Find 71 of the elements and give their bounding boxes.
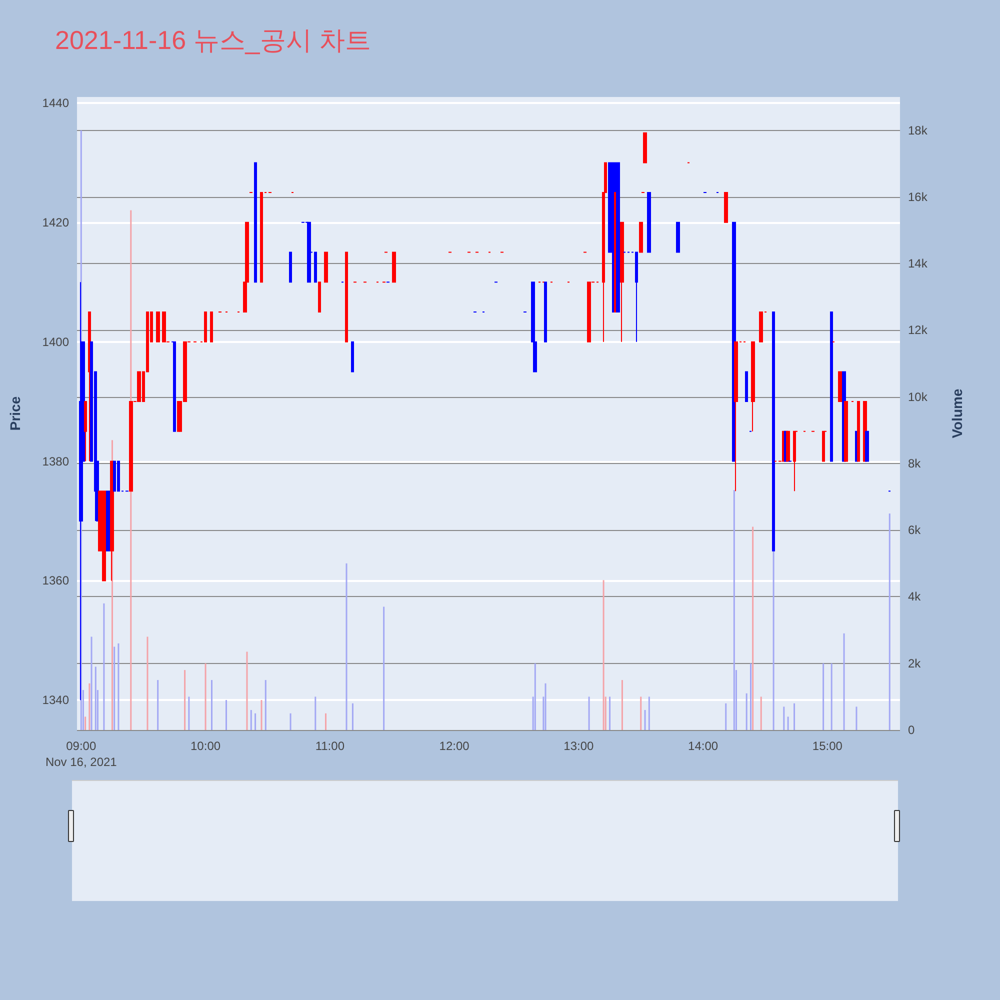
candlestick	[88, 311, 91, 462]
y-tick-label: 1440	[42, 96, 70, 110]
x-tick-label: 12:00	[439, 739, 470, 753]
candlestick	[751, 341, 755, 432]
candlestick	[204, 311, 207, 342]
candlestick	[544, 282, 547, 342]
x-tick-label: 11:00	[315, 739, 345, 753]
y2-tick-label: 18k	[908, 123, 928, 138]
x-tick-label: 15:00	[812, 739, 843, 753]
candlestick	[620, 222, 624, 342]
y2-tick-label: 4k	[908, 590, 922, 604]
y2-axis-title: Volume	[949, 388, 965, 438]
candlestick	[117, 460, 120, 492]
x-tick-label: 10:00	[190, 739, 221, 753]
candlestick	[676, 222, 680, 253]
candlestick	[745, 371, 748, 402]
candlestick	[162, 311, 166, 342]
candlestick	[210, 311, 213, 342]
candlestick	[786, 430, 790, 462]
y-axis-title: Price	[7, 396, 23, 431]
candlestick	[289, 252, 292, 283]
y-tick-label: 1360	[42, 574, 70, 588]
y2-tick-label: 0	[908, 723, 915, 737]
candlestick	[254, 162, 257, 283]
candlestick	[724, 192, 728, 223]
candlestick	[865, 430, 869, 462]
candlestick	[173, 341, 176, 432]
candlestick	[635, 252, 638, 342]
candlestick	[351, 341, 354, 372]
y2-tick-label: 14k	[908, 256, 928, 271]
y-tick-label: 1400	[42, 334, 70, 349]
candlestick	[844, 401, 848, 462]
y-tick-label: 1380	[42, 454, 70, 468]
candlestick	[587, 282, 591, 342]
candlestick	[307, 222, 311, 283]
candlestick	[156, 311, 160, 342]
x-tick-label: 09:00 Nov 16, 2021	[45, 739, 118, 769]
y2-tick-label: 2k	[908, 656, 922, 670]
y-tick-label: 1340	[42, 693, 70, 708]
candlestick	[838, 371, 842, 402]
candlestick	[314, 252, 317, 283]
candlestick	[759, 311, 763, 342]
candlestick	[106, 490, 110, 552]
candlestick	[113, 460, 116, 492]
candlestick	[324, 252, 328, 283]
y2-tick-label: 10k	[908, 390, 928, 404]
candlestick	[822, 430, 825, 462]
y-tick-label: 1420	[42, 215, 70, 230]
candlestick	[639, 222, 643, 253]
y2-tick-label: 6k	[908, 523, 922, 538]
candlestick	[616, 162, 620, 312]
candlestick	[392, 252, 396, 283]
x-tick-label: 13:00	[564, 739, 594, 753]
candlestick	[830, 311, 833, 462]
candlestick	[129, 401, 133, 492]
candlestick	[318, 282, 321, 312]
candlestick	[137, 371, 141, 402]
candlestick	[647, 192, 651, 253]
x-tick-label: 14:00	[688, 739, 718, 753]
candlestick	[793, 430, 796, 492]
candlestick	[643, 132, 647, 164]
candlestick	[857, 401, 860, 462]
candlestick	[345, 252, 348, 342]
y2-tick-label: 16k	[908, 190, 928, 204]
chart-title: 2021-11-16 뉴스_공시 차트	[55, 25, 371, 55]
candlestick	[84, 401, 87, 462]
candlestick	[260, 192, 263, 283]
candlestick	[102, 490, 106, 582]
candlestick	[734, 341, 738, 492]
y2-tick-label: 8k	[908, 456, 922, 470]
y2-tick-label: 12k	[908, 323, 928, 338]
